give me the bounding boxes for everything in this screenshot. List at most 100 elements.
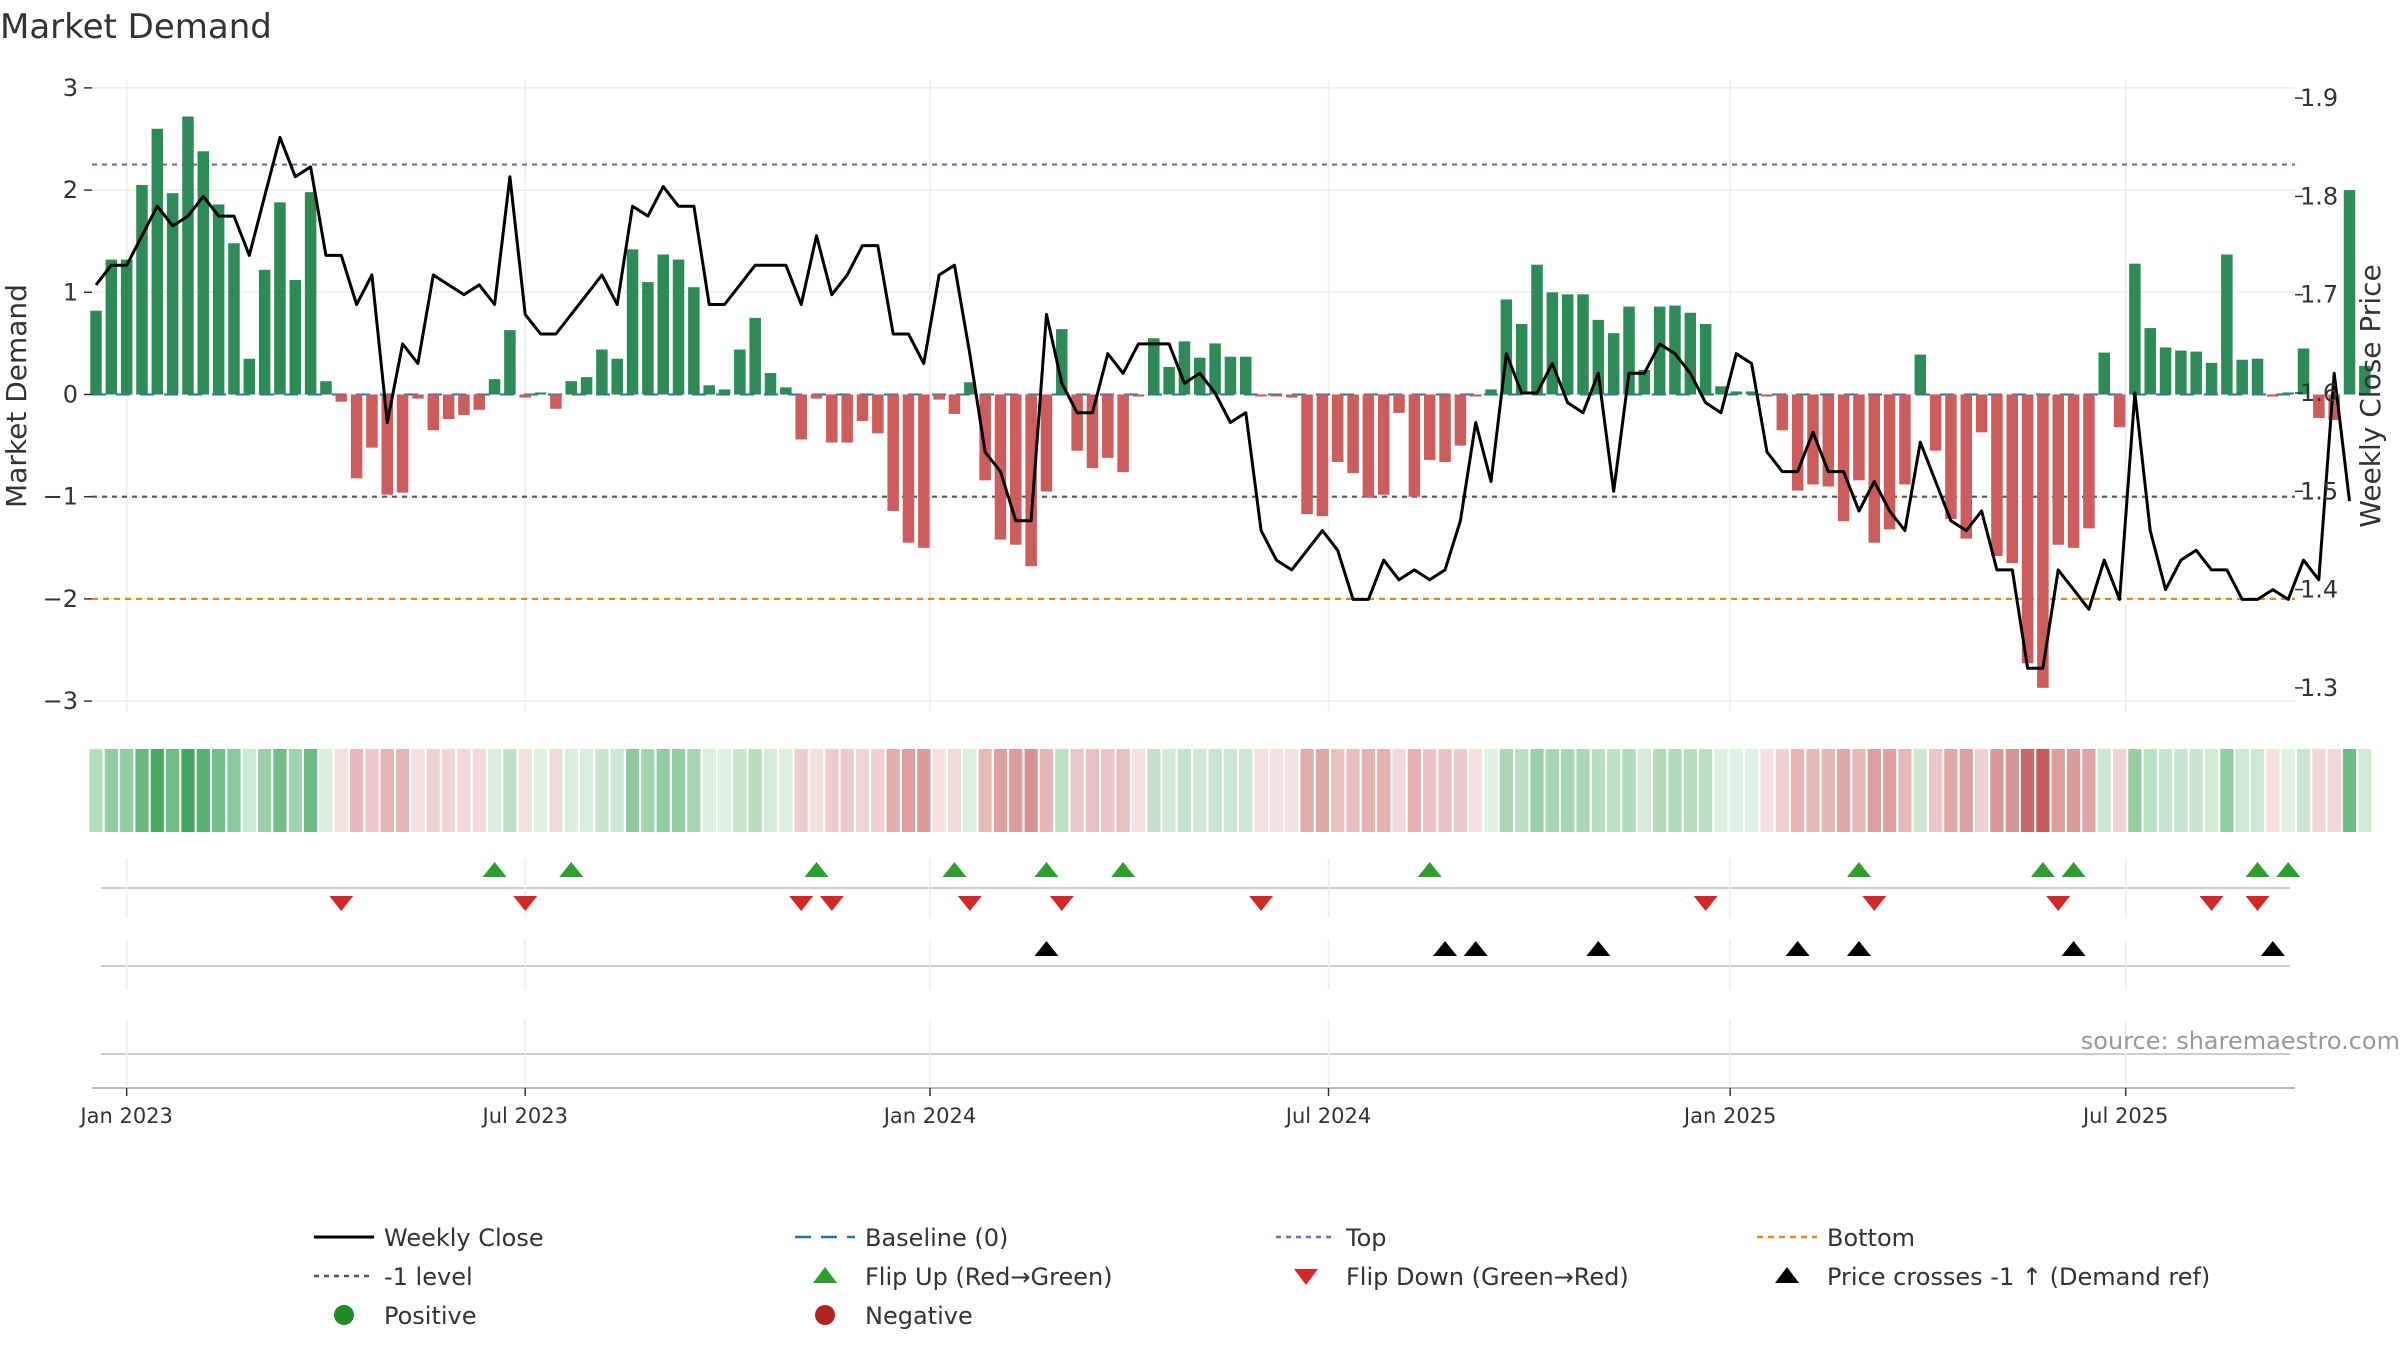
- demand-bar: [1761, 394, 1773, 397]
- heat-cell: [518, 749, 532, 832]
- heat-cell: [1024, 749, 1038, 832]
- price-cross-marker: [1785, 941, 1810, 956]
- heat-cell: [717, 749, 732, 832]
- heat-cell: [2112, 749, 2127, 832]
- heat-cell: [411, 749, 425, 832]
- heat-cell: [1055, 749, 1069, 832]
- heat-cell: [150, 749, 164, 832]
- heat-cell: [258, 749, 272, 832]
- demand-bar: [657, 254, 669, 395]
- demand-bar: [2037, 394, 2049, 688]
- heat-cell: [166, 749, 180, 832]
- heat-cell: [2174, 749, 2188, 832]
- legend-swatch-positive: [334, 1305, 354, 1325]
- heat-cell: [1346, 749, 1360, 832]
- heat-cell: [1315, 749, 1329, 832]
- demand-bar: [1623, 306, 1635, 395]
- demand-bar: [2067, 394, 2080, 548]
- heat-cell: [2082, 749, 2096, 832]
- left-y-tick-label: −3: [43, 687, 78, 715]
- demand-bar: [274, 202, 286, 395]
- demand-bar: [1853, 394, 1865, 481]
- demand-bar: [473, 394, 485, 410]
- heat-cell: [1929, 749, 1943, 832]
- right-y-tick-label: 1.6: [2300, 379, 2338, 407]
- heat-cell: [426, 749, 440, 832]
- heat-cell: [610, 749, 624, 832]
- demand-bar: [964, 382, 976, 395]
- demand-bar: [1945, 394, 1957, 520]
- heat-cell: [1760, 749, 1774, 832]
- heat-cell: [1438, 749, 1452, 832]
- heat-cell: [595, 749, 609, 832]
- demand-bar: [902, 394, 915, 543]
- demand-bar: [2113, 394, 2126, 428]
- flip-up-marker: [1111, 862, 1136, 877]
- demand-bar: [2359, 365, 2371, 395]
- heat-cell: [625, 749, 640, 832]
- heat-cell: [1637, 749, 1651, 832]
- demand-bar: [534, 392, 547, 395]
- demand-bar: [2175, 350, 2187, 395]
- heat-cell: [549, 749, 563, 832]
- price-cross-marker: [1463, 941, 1488, 956]
- demand-bar: [243, 358, 256, 395]
- heat-cell: [1177, 749, 1192, 832]
- heat-cell: [2143, 749, 2157, 832]
- heat-cell: [396, 749, 410, 832]
- demand-bar: [1776, 394, 1789, 431]
- demand-bar: [1209, 343, 1221, 395]
- demand-bar: [304, 192, 317, 395]
- heat-cell: [1285, 749, 1299, 832]
- heat-cell: [794, 749, 808, 832]
- demand-bar: [1485, 389, 1497, 395]
- demand-bar: [1577, 294, 1589, 395]
- demand-bar: [948, 394, 961, 414]
- heat-cell: [2281, 749, 2295, 832]
- demand-bar: [120, 259, 133, 395]
- heat-cell: [825, 749, 839, 832]
- demand-bar: [2251, 358, 2264, 395]
- demand-bar: [1408, 394, 1421, 497]
- price-cross-marker: [2061, 941, 2086, 956]
- heat-cell: [1653, 749, 1667, 832]
- demand-bar: [841, 394, 853, 443]
- flip-down-marker: [2046, 896, 2071, 911]
- right-y-tick-label: 1.5: [2300, 477, 2338, 505]
- demand-bar: [2144, 328, 2156, 395]
- demand-bar: [2021, 394, 2034, 664]
- heat-cell: [1561, 749, 1575, 832]
- demand-bar: [151, 128, 164, 395]
- demand-bar: [1439, 394, 1451, 462]
- legend-swatch-negative: [815, 1305, 835, 1325]
- heat-cell: [334, 749, 348, 832]
- heat-cell: [350, 749, 364, 832]
- flip-up-marker: [1417, 862, 1442, 877]
- demand-bar: [396, 394, 409, 493]
- demand-bar: [749, 317, 761, 395]
- demand-bar: [1117, 394, 1129, 473]
- heat-cell: [2020, 749, 2035, 832]
- heat-cell: [1898, 749, 1912, 832]
- demand-bar: [1975, 394, 1988, 433]
- heat-cell: [1423, 749, 1437, 832]
- demand-bar: [703, 385, 715, 395]
- heat-cell: [2005, 749, 2019, 832]
- legend-swatch-flip-down: [1294, 1269, 1318, 1285]
- x-tick-label: Jul 2024: [1284, 1104, 1371, 1128]
- heat-cell: [1331, 749, 1345, 832]
- demand-bar: [488, 379, 501, 395]
- legend: Weekly Close Baseline (0) Top Bottom -1 leve…: [314, 1224, 2210, 1330]
- heat-cell: [2097, 749, 2111, 832]
- demand-bar: [887, 394, 899, 512]
- demand-bar: [320, 381, 332, 395]
- heat-cell: [2158, 749, 2173, 832]
- demand-bar: [1883, 394, 1896, 530]
- demand-bar: [1515, 323, 1528, 395]
- demand-bar: [105, 259, 118, 395]
- heat-cell: [2296, 749, 2311, 832]
- demand-bar: [1991, 394, 2003, 556]
- heat-cell: [1254, 749, 1268, 832]
- heat-cell: [2051, 749, 2065, 832]
- x-tick-label: Jul 2023: [481, 1104, 568, 1128]
